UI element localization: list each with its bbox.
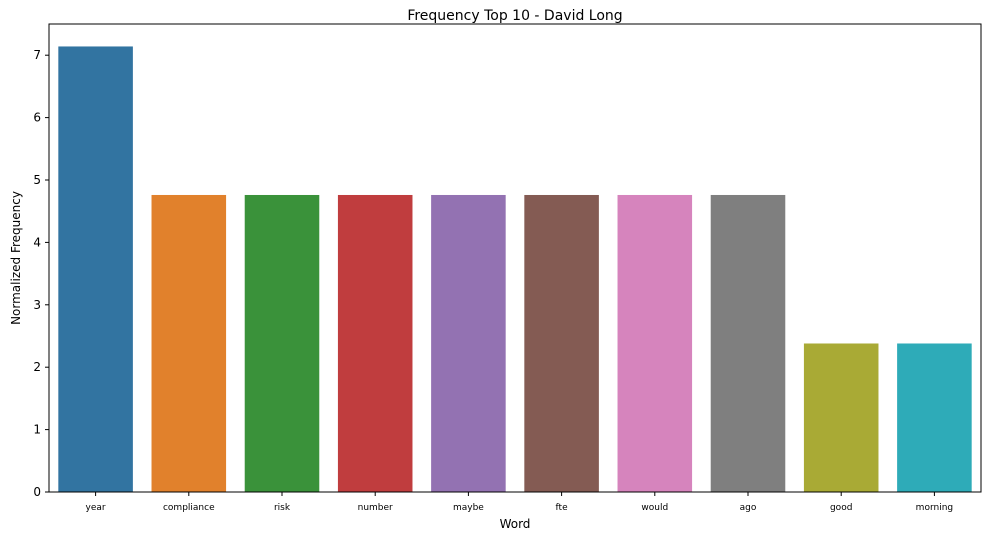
x-tick-label: compliance (163, 503, 215, 513)
x-axis-label: Word (500, 517, 531, 531)
y-tick-label: 7 (33, 48, 41, 62)
bar-ago (710, 194, 786, 493)
x-tick-label: risk (274, 503, 291, 513)
y-tick-label: 1 (33, 423, 41, 437)
x-tick-label: morning (916, 503, 953, 513)
bar-risk (244, 194, 320, 493)
plot-frame (48, 23, 982, 493)
y-tick-label: 0 (33, 485, 41, 499)
x-tick-label: would (641, 503, 668, 513)
bar-maybe (431, 194, 506, 493)
bar-number (337, 194, 413, 493)
x-tick-label: fte (556, 503, 569, 513)
bars-group (58, 46, 972, 493)
y-axis-ticks: 0 1 2 3 4 5 6 7 (33, 48, 49, 499)
y-tick-label: 2 (33, 360, 41, 374)
y-tick-label: 5 (33, 173, 41, 187)
y-tick-label: 3 (33, 298, 41, 312)
chart-title: Frequency Top 10 - David Long (407, 8, 622, 24)
y-tick-label: 4 (33, 235, 41, 249)
bar-morning (897, 343, 972, 492)
x-tick-label: ago (740, 503, 757, 513)
bar-would (617, 194, 693, 493)
bar-good (803, 343, 879, 492)
bar-year (58, 46, 133, 493)
x-tick-label: good (830, 503, 852, 513)
x-tick-label: number (358, 503, 393, 513)
y-tick-label: 6 (33, 111, 41, 125)
bar-fte (524, 194, 599, 493)
bar-compliance (151, 194, 227, 493)
x-tick-label: year (86, 503, 106, 513)
x-axis-ticks: year compliance risk number maybe fte would ago… (86, 492, 953, 513)
x-tick-label: maybe (453, 503, 484, 513)
y-axis-label: Normalized Frequency (9, 191, 23, 325)
